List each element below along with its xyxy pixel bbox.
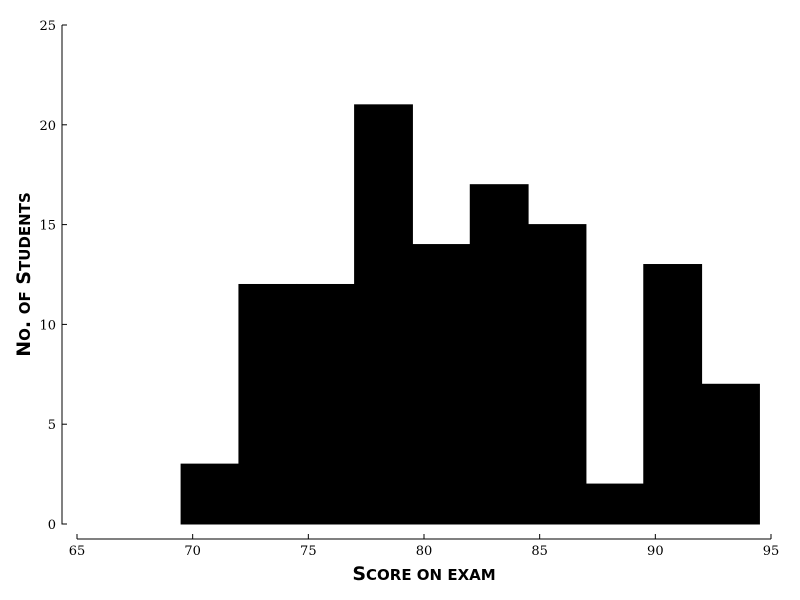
- y-ticks-group: 0 5 10 15 20 25: [39, 19, 67, 533]
- y-tick-label: 0: [48, 518, 56, 533]
- histogram-bar-7: [585, 483, 645, 525]
- histogram-bar-2: [296, 283, 356, 525]
- histogram-bar-4: [411, 244, 471, 525]
- histogram-bar-1: [238, 283, 298, 525]
- x-tick-label: 90: [647, 544, 664, 559]
- histogram-bar-3: [354, 104, 413, 525]
- x-axis-title: SCORE ON EXAM: [352, 563, 495, 585]
- histogram-bar-0: [180, 463, 240, 525]
- x-tick-label: 85: [531, 544, 548, 559]
- bars-group: [180, 104, 760, 525]
- y-tick-label: 20: [39, 119, 56, 134]
- x-tick-label: 65: [69, 544, 86, 559]
- histogram-bar-6: [527, 224, 587, 525]
- histogram-bar-5: [469, 184, 529, 525]
- y-tick-label: 5: [48, 418, 56, 433]
- y-tick-label: 25: [39, 19, 56, 34]
- x-tick-label: 80: [416, 544, 433, 559]
- x-tick-label: 95: [763, 544, 780, 559]
- y-tick-label: 10: [39, 318, 56, 333]
- y-tick-label: 15: [39, 219, 56, 234]
- histogram-bar-8: [643, 264, 703, 525]
- y-axis-title: NO. OF STUDENTS: [13, 192, 35, 357]
- histogram-bar-9: [701, 383, 760, 525]
- x-tick-label: 75: [300, 544, 317, 559]
- x-ticks-group: 65 70 75 80 85 90 95: [69, 534, 780, 559]
- x-tick-label: 70: [184, 544, 201, 559]
